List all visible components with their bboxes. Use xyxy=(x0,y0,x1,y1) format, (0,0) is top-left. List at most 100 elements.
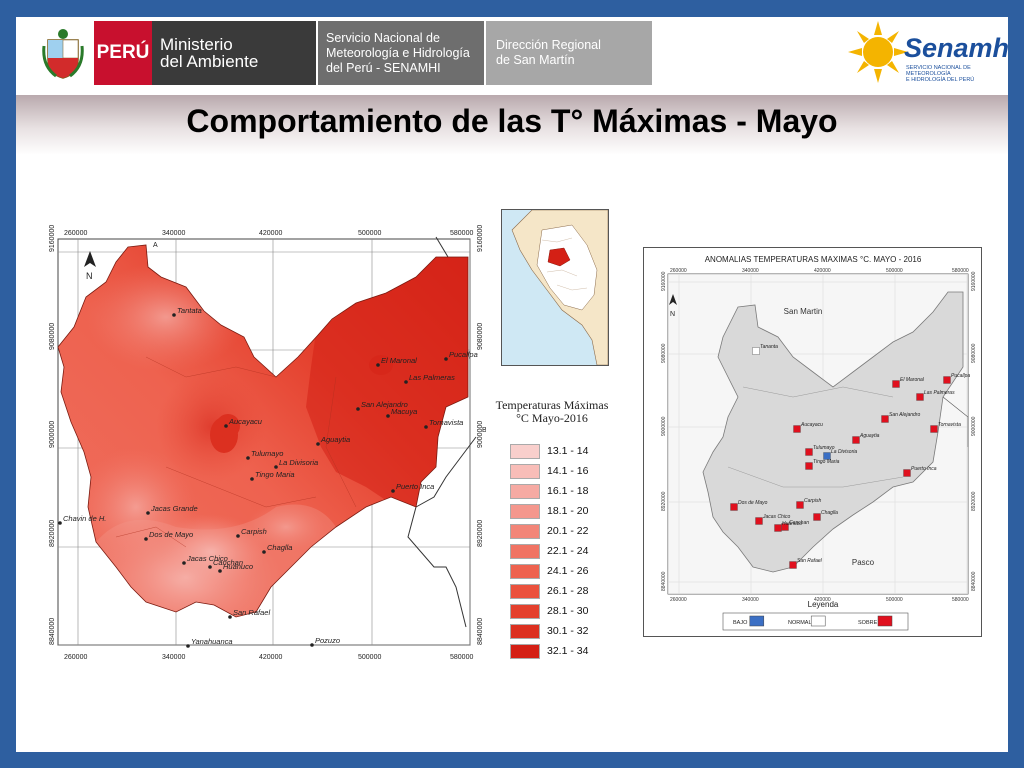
coordinate-tick: 9080000 xyxy=(971,343,977,363)
coordinate-tick: 260000 xyxy=(64,654,87,661)
place-label: Macuya xyxy=(391,407,417,416)
coordinate-tick: 340000 xyxy=(162,230,185,237)
service-line-3: del Perú - SENAMHI xyxy=(326,60,441,75)
coordinate-tick: 9160000 xyxy=(49,225,56,252)
regional-line-2: de San Martín xyxy=(496,53,575,67)
legend-item: 14.1 - 16 xyxy=(492,461,612,481)
coordinate-tick: 420000 xyxy=(259,230,282,237)
station-label: Canchan xyxy=(789,520,809,526)
legend-swatch xyxy=(510,503,540,519)
header: PERÚ Ministerio del Ambiente Servicio Na… xyxy=(16,17,1008,95)
anomaly-legend-swatch xyxy=(810,615,826,627)
station-marker xyxy=(404,380,408,384)
station-marker xyxy=(146,511,150,515)
legend-label: 13.1 - 14 xyxy=(547,445,589,457)
coordinate-tick: 9000000 xyxy=(49,421,56,448)
legend-label: 20.1 - 22 xyxy=(547,525,589,537)
station-label: San Alejandro xyxy=(889,412,920,418)
station-label: Las Palmeras xyxy=(924,390,955,396)
station-label: Pucallpa xyxy=(951,373,970,379)
anomaly-stations: Tananta El Maronal Pucallpa Las Palmeras San… xyxy=(730,344,970,569)
place-label: Las Palmeras xyxy=(409,373,455,382)
anomaly-legend-items: BAJO NORMAL SOBRE xyxy=(733,615,893,627)
station-label: Tornavista xyxy=(938,422,961,428)
station-marker xyxy=(274,465,278,469)
province-boundaries xyxy=(115,356,357,548)
station-marker xyxy=(774,524,782,532)
legend-swatch xyxy=(510,563,540,579)
station-label: Aguaytia xyxy=(859,433,880,439)
station-marker xyxy=(793,425,801,433)
station-marker xyxy=(852,436,860,444)
station-marker xyxy=(892,380,900,388)
coordinate-tick: 8920000 xyxy=(49,520,56,547)
peru-location-inset xyxy=(501,209,609,366)
legend-item: 20.1 - 22 xyxy=(492,521,612,541)
station-marker xyxy=(943,376,951,384)
coordinate-tick: 580000 xyxy=(450,230,473,237)
ministry-line-1: Ministerio xyxy=(160,35,233,54)
station-marker xyxy=(805,462,813,470)
station-marker xyxy=(246,456,250,460)
anomaly-legend-label: SOBRE xyxy=(858,620,878,626)
station-marker xyxy=(752,347,760,355)
station-label: Carpish xyxy=(804,498,821,504)
station-marker xyxy=(236,534,240,538)
coordinate-tick: 8840000 xyxy=(661,571,667,591)
anomaly-legend-title: Leyenda xyxy=(808,600,839,609)
station-marker xyxy=(805,448,813,456)
legend-item: 32.1 - 34 xyxy=(492,641,612,661)
ministry-label: Ministerio del Ambiente xyxy=(152,21,316,85)
legend-swatch xyxy=(510,543,540,559)
coordinate-tick: 420000 xyxy=(814,268,831,274)
coordinate-tick: 420000 xyxy=(259,654,282,661)
max-temperature-map: N 260000 340000 420000 500000 580000 260000 34… xyxy=(36,207,487,672)
anomaly-compass: N xyxy=(669,294,677,318)
place-label: Tantata xyxy=(177,306,202,315)
region-label-north: San Martin xyxy=(784,307,823,316)
place-label: Pucallpa xyxy=(449,350,478,359)
station-marker xyxy=(58,521,62,525)
coordinate-tick: 260000 xyxy=(670,268,687,274)
brand-sub-line-1: SERVICIO NACIONAL DE METEOROLOGÍA xyxy=(906,65,971,77)
place-label: Carpish xyxy=(241,527,267,536)
legend-label: 18.1 - 20 xyxy=(547,505,589,517)
coordinate-tick: 500000 xyxy=(358,230,381,237)
coordinate-tick: 500000 xyxy=(886,597,903,603)
coordinate-tick: 8920000 xyxy=(971,491,977,511)
temperature-legend: Temperaturas Máximas °C Mayo-2016 13.1 -… xyxy=(492,399,612,661)
legend-item: 26.1 - 28 xyxy=(492,581,612,601)
station-label: Tananta xyxy=(760,344,778,350)
place-label: Aguaytia xyxy=(320,435,350,444)
coordinate-tick: 260000 xyxy=(64,230,87,237)
legend-title-2: °C Mayo-2016 xyxy=(516,411,588,425)
anomaly-legend-label: NORMAL xyxy=(788,620,812,626)
station-label: El Maronal xyxy=(900,377,925,383)
station-label: Tingo Maria xyxy=(813,459,840,465)
legend-item: 18.1 - 20 xyxy=(492,501,612,521)
coordinate-tick: 8840000 xyxy=(49,618,56,645)
place-label: Jacas Grande xyxy=(150,504,198,513)
station-label: Chaglla xyxy=(821,510,838,516)
coordinate-tick: 420000 xyxy=(814,597,831,603)
station-marker xyxy=(930,425,938,433)
legend-label: 24.1 - 26 xyxy=(547,565,589,577)
station-marker xyxy=(186,644,190,648)
coordinate-tick: 9160000 xyxy=(661,271,667,291)
anomaly-map: ANOMALIAS TEMPERATURAS MAXIMAS °C. MAYO … xyxy=(643,247,983,642)
place-label: San Alejandro xyxy=(361,400,408,409)
government-banner: PERÚ Ministerio del Ambiente Servicio Na… xyxy=(32,21,652,85)
station-marker xyxy=(730,503,738,511)
coordinate-tick: 9000000 xyxy=(971,416,977,436)
north-arrow-icon xyxy=(669,294,677,305)
place-label: Chavin de H. xyxy=(63,514,106,523)
anomaly-legend-swatch xyxy=(877,615,893,627)
coordinate-tick: 500000 xyxy=(358,654,381,661)
station-marker xyxy=(755,517,763,525)
coordinate-tick: 340000 xyxy=(742,597,759,603)
station-marker xyxy=(182,561,186,565)
legend-swatch xyxy=(510,483,540,499)
coordinate-tick: 9000000 xyxy=(661,416,667,436)
station-marker xyxy=(903,469,911,477)
legend-swatch xyxy=(510,643,540,659)
